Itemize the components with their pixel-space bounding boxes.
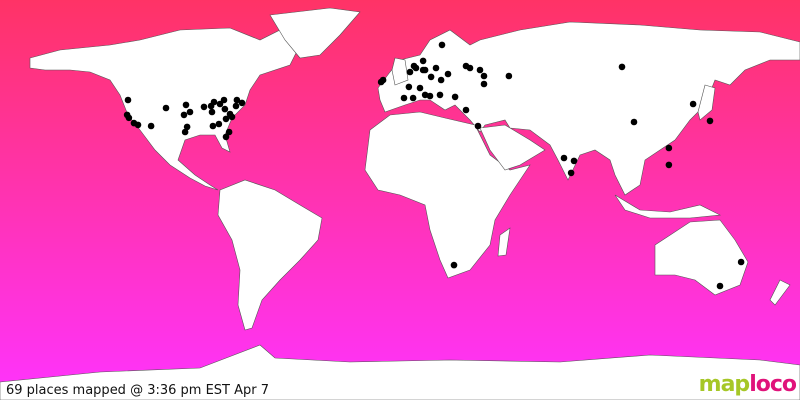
map-marker[interactable]: [181, 128, 189, 136]
map-marker[interactable]: [238, 99, 246, 107]
map-marker[interactable]: [570, 157, 578, 165]
map-marker[interactable]: [560, 154, 568, 162]
map-marker[interactable]: [182, 101, 190, 109]
map-marker[interactable]: [432, 64, 440, 72]
map-marker[interactable]: [180, 111, 188, 119]
map-marker[interactable]: [716, 282, 724, 290]
japan: [697, 84, 716, 121]
map-marker[interactable]: [208, 108, 216, 116]
markers: [123, 41, 745, 290]
map-marker[interactable]: [147, 122, 155, 130]
map-marker[interactable]: [232, 102, 240, 110]
map-marker[interactable]: [427, 73, 435, 81]
antarctica: [0, 344, 800, 400]
eurasia: [377, 21, 800, 196]
map-marker[interactable]: [200, 103, 208, 111]
map-marker[interactable]: [222, 115, 230, 123]
map-marker[interactable]: [221, 105, 229, 113]
map-marker[interactable]: [215, 120, 223, 128]
map-marker[interactable]: [228, 113, 236, 121]
africa: [364, 111, 531, 279]
map-marker[interactable]: [400, 94, 408, 102]
map-marker[interactable]: [225, 128, 233, 136]
map-marker[interactable]: [409, 94, 417, 102]
map-marker[interactable]: [665, 144, 673, 152]
map-marker[interactable]: [210, 98, 218, 106]
map-marker[interactable]: [437, 76, 445, 84]
map-marker[interactable]: [480, 72, 488, 80]
map-marker[interactable]: [689, 100, 697, 108]
map-marker[interactable]: [405, 83, 413, 91]
map-marker[interactable]: [618, 63, 626, 71]
map-marker[interactable]: [222, 133, 230, 141]
map-marker[interactable]: [406, 68, 414, 76]
logo-map: map: [698, 372, 751, 397]
map-marker[interactable]: [419, 57, 427, 65]
map-marker[interactable]: [451, 93, 459, 101]
map-marker[interactable]: [665, 161, 673, 169]
map-marker[interactable]: [436, 91, 444, 99]
map-marker[interactable]: [706, 117, 714, 125]
madagascar: [497, 227, 511, 257]
indonesia: [614, 194, 722, 219]
map-marker[interactable]: [567, 169, 575, 177]
map-marker[interactable]: [421, 91, 429, 99]
places-mapped-caption: 69 places mapped @ 3:36 pm EST Apr 7: [6, 383, 270, 398]
australia: [654, 219, 749, 296]
map-marker[interactable]: [450, 261, 458, 269]
map-marker[interactable]: [216, 100, 224, 108]
map-marker[interactable]: [220, 96, 228, 104]
map-marker[interactable]: [416, 84, 424, 92]
map-marker[interactable]: [125, 114, 133, 122]
map-marker[interactable]: [476, 66, 484, 74]
map-marker[interactable]: [134, 121, 142, 129]
map-marker[interactable]: [438, 41, 446, 49]
map-marker[interactable]: [480, 80, 488, 88]
map-marker[interactable]: [444, 70, 452, 78]
map-marker[interactable]: [474, 122, 482, 130]
map-marker[interactable]: [412, 64, 420, 72]
logo-loco: loco: [749, 372, 797, 397]
map-marker[interactable]: [124, 96, 132, 104]
map-marker[interactable]: [737, 258, 745, 266]
south-america: [217, 179, 323, 331]
map-marker[interactable]: [505, 72, 513, 80]
map-marker[interactable]: [162, 104, 170, 112]
map-marker[interactable]: [421, 66, 429, 74]
new-zealand: [769, 279, 791, 306]
map-marker[interactable]: [462, 106, 470, 114]
map-marker[interactable]: [183, 123, 191, 131]
map-marker[interactable]: [630, 118, 638, 126]
map-marker[interactable]: [186, 108, 194, 116]
uk: [391, 57, 409, 86]
greenland: [269, 7, 361, 59]
map-marker[interactable]: [466, 64, 474, 72]
arabia: [479, 124, 546, 171]
map-marker[interactable]: [233, 96, 241, 104]
map-marker[interactable]: [209, 122, 217, 130]
maploco-logo[interactable]: maploco: [698, 372, 797, 397]
map-marker[interactable]: [379, 76, 387, 84]
